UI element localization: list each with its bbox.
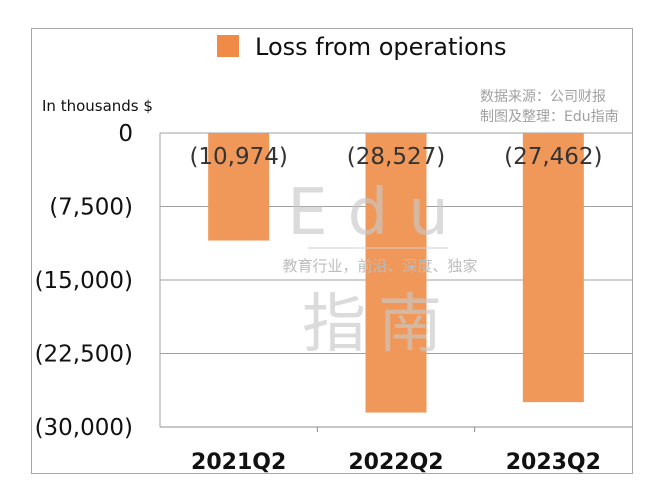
- source-note: 数据来源：公司财报: [480, 89, 606, 105]
- x-category-label: 2021Q2: [191, 450, 286, 475]
- legend-label: Loss from operations: [255, 33, 506, 61]
- data-label: (28,527): [347, 144, 445, 170]
- watermark-brand: Edu: [287, 176, 469, 250]
- y-tick-label: (30,000): [35, 415, 133, 441]
- y-tick-label: (22,500): [35, 342, 133, 368]
- bars: [208, 133, 584, 413]
- edu-watermark: Edu 教育行业，前沿、深度、独家 指南: [282, 176, 477, 362]
- y-tick-label: (7,500): [49, 195, 133, 221]
- data-label: (10,974): [189, 144, 287, 170]
- watermark-slogan: 教育行业，前沿、深度、独家: [282, 257, 477, 275]
- credit-note: 制图及整理：Edu指南: [480, 109, 619, 125]
- bar-2022Q2: [365, 133, 427, 413]
- watermark-brand-cn: 指南: [302, 288, 454, 362]
- category-labels: 2021Q2 2022Q2 2023Q2: [191, 450, 601, 475]
- data-label: (27,462): [504, 144, 602, 170]
- legend-swatch: [217, 35, 239, 57]
- x-category-label: 2022Q2: [348, 450, 443, 475]
- bar-2023Q2: [522, 133, 584, 403]
- y-tick-label: 0: [118, 121, 133, 147]
- data-labels: (10,974) (28,527) (27,462): [189, 144, 602, 170]
- y-tick-label: (15,000): [35, 268, 133, 294]
- x-category-label: 2023Q2: [506, 450, 601, 475]
- bar-2021Q2: [208, 133, 270, 241]
- y-tick-labels: 0 (7,500) (15,000) (22,500) (30,000): [35, 121, 133, 441]
- y-axis-unit-label: In thousands $: [42, 97, 153, 115]
